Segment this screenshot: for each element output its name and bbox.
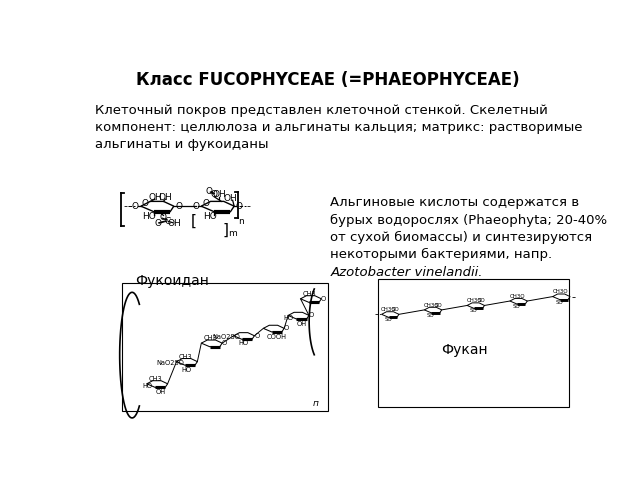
Text: O: O xyxy=(254,333,259,339)
Text: HO: HO xyxy=(239,340,249,346)
Text: OH: OH xyxy=(159,192,172,202)
Text: Фукан: Фукан xyxy=(441,343,488,357)
Text: O: O xyxy=(284,325,289,331)
Text: SO: SO xyxy=(513,304,520,309)
Text: OH: OH xyxy=(212,191,226,199)
Text: O: O xyxy=(321,296,326,302)
Text: -: - xyxy=(246,201,250,211)
Text: CH3: CH3 xyxy=(179,354,192,360)
Text: CH3O: CH3O xyxy=(552,289,568,294)
Text: CH3: CH3 xyxy=(303,291,316,297)
Text: CH3O: CH3O xyxy=(467,298,483,303)
Text: CH3O: CH3O xyxy=(509,294,525,299)
Text: некоторыми бактериями, напр.: некоторыми бактериями, напр. xyxy=(330,248,552,262)
Text: CH3: CH3 xyxy=(149,376,163,382)
Text: Клеточный покров представлен клеточной стенкой. Скелетный
компонент: целлюлоза и: Клеточный покров представлен клеточной с… xyxy=(95,104,582,151)
Text: п: п xyxy=(313,399,319,408)
Text: SO: SO xyxy=(556,300,563,305)
Text: NaO2SO: NaO2SO xyxy=(156,360,184,366)
Text: CH3O: CH3O xyxy=(381,307,397,312)
Text: ]: ] xyxy=(222,223,228,238)
Text: [: [ xyxy=(191,214,196,229)
Text: COOH: COOH xyxy=(267,334,287,340)
Text: O: O xyxy=(132,202,139,211)
Text: CH3O: CH3O xyxy=(424,302,440,308)
Text: O: O xyxy=(159,213,166,222)
Text: O: O xyxy=(236,202,243,211)
Text: OH: OH xyxy=(224,193,237,203)
Text: HO: HO xyxy=(143,212,156,221)
Text: Альгиновые кислоты содержатся в: Альгиновые кислоты содержатся в xyxy=(330,196,580,209)
Bar xyxy=(122,283,328,410)
Text: O: O xyxy=(211,191,218,199)
Text: OH: OH xyxy=(168,219,182,228)
Text: SO: SO xyxy=(477,298,485,303)
Text: SO: SO xyxy=(384,317,392,323)
Text: NaO2SO: NaO2SO xyxy=(212,334,240,340)
Text: O: O xyxy=(202,199,209,208)
Text: O: O xyxy=(141,199,148,208)
Text: OH: OH xyxy=(148,192,162,202)
Text: Azotobacter vinelandii.: Azotobacter vinelandii. xyxy=(330,266,483,279)
Text: SO: SO xyxy=(427,313,435,318)
Text: C: C xyxy=(164,217,170,226)
Text: Фукоидан: Фукоидан xyxy=(135,274,209,288)
Text: OH: OH xyxy=(297,321,307,327)
Text: SO: SO xyxy=(435,302,443,308)
Text: бурых водорослях (Phaeophyta; 20-40%: бурых водорослях (Phaeophyta; 20-40% xyxy=(330,214,607,227)
Text: O: O xyxy=(175,202,182,211)
Text: O: O xyxy=(192,202,199,211)
Text: O: O xyxy=(222,340,227,346)
Text: SO: SO xyxy=(470,309,477,313)
Text: от сухой биомассы) и синтезируются: от сухой биомассы) и синтезируются xyxy=(330,231,593,244)
Text: OH: OH xyxy=(156,389,166,395)
Text: HO: HO xyxy=(284,315,294,321)
Bar xyxy=(378,279,568,407)
Text: HO: HO xyxy=(203,212,216,221)
Text: O: O xyxy=(206,187,212,196)
Text: SO: SO xyxy=(392,307,400,312)
Text: HO: HO xyxy=(142,384,152,389)
Text: CH3: CH3 xyxy=(204,335,217,341)
Text: -: - xyxy=(124,201,128,211)
Text: n: n xyxy=(238,217,244,226)
Text: O: O xyxy=(154,219,161,228)
Text: HO: HO xyxy=(182,367,192,372)
Text: Класс FUCOPHYCEAE (=PHAEOPHYCEAE): Класс FUCOPHYCEAE (=PHAEOPHYCEAE) xyxy=(136,71,520,88)
Text: m: m xyxy=(228,229,237,239)
Text: O: O xyxy=(308,312,314,318)
